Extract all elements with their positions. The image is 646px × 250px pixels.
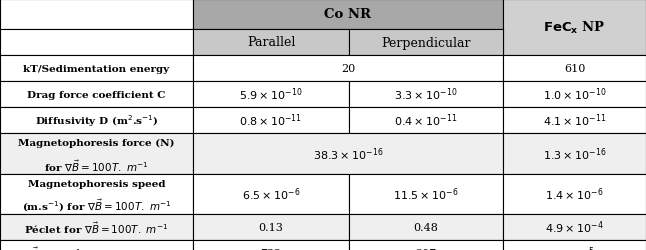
Text: kT/Sedimentation energy: kT/Sedimentation energy [23, 64, 169, 73]
Text: Co NR: Co NR [324, 8, 371, 22]
Bar [503, 134, 646, 174]
Text: $4.1 \times 10^{-11}$: $4.1 \times 10^{-11}$ [543, 112, 606, 129]
Text: Parallel: Parallel [247, 36, 295, 49]
Bar [349, 108, 503, 134]
Bar [0, 134, 193, 174]
Bar [193, 174, 349, 214]
Text: $0.8 \times 10^{-11}$: $0.8 \times 10^{-11}$ [240, 112, 302, 129]
Bar [193, 134, 503, 174]
Bar [0, 30, 193, 56]
Text: $6.5 \times 10^{-6}$: $6.5 \times 10^{-6}$ [242, 186, 300, 202]
Bar [0, 82, 193, 108]
Bar [349, 174, 503, 214]
Text: $11.5 \times 10^{-6}$: $11.5 \times 10^{-6}$ [393, 186, 459, 202]
Text: Magnetophoresis speed: Magnetophoresis speed [28, 179, 165, 188]
Bar [349, 30, 503, 56]
Bar [193, 56, 503, 82]
Bar [503, 0, 646, 56]
Text: $2 \times 10^{5}$: $2 \times 10^{5}$ [554, 245, 595, 250]
Text: Magnetophoresis force (N): Magnetophoresis force (N) [18, 138, 175, 147]
Text: Péclet for $\nabla\vec{B} = 100T.\ m^{-1}$: Péclet for $\nabla\vec{B} = 100T.\ m^{-1… [25, 220, 169, 234]
Text: 207: 207 [415, 248, 437, 250]
Text: $\mathbf{FeC_x}$ NP: $\mathbf{FeC_x}$ NP [543, 20, 606, 36]
Text: 0.48: 0.48 [413, 222, 439, 232]
Text: Diffusivity D (m$^2$.s$^{-1}$): Diffusivity D (m$^2$.s$^{-1}$) [35, 113, 158, 128]
Bar [0, 240, 193, 250]
Text: Drag force coefficient C: Drag force coefficient C [27, 90, 165, 99]
Text: $1.4 \times 10^{-6}$: $1.4 \times 10^{-6}$ [545, 186, 604, 202]
Bar [0, 0, 193, 30]
Bar [193, 240, 349, 250]
Bar [503, 214, 646, 240]
Text: $4.9 \times 10^{-4}$: $4.9 \times 10^{-4}$ [545, 219, 604, 235]
Bar [193, 108, 349, 134]
Bar [349, 82, 503, 108]
Text: Perpendicular: Perpendicular [381, 36, 471, 49]
Text: for $\nabla\vec{B} = 100T.\ m^{-1}$: for $\nabla\vec{B} = 100T.\ m^{-1}$ [44, 158, 149, 172]
Bar [503, 82, 646, 108]
Text: $38.3 \times 10^{-16}$: $38.3 \times 10^{-16}$ [313, 146, 383, 162]
Bar [503, 240, 646, 250]
Bar [0, 56, 193, 82]
Text: 20: 20 [341, 64, 355, 74]
Bar [503, 108, 646, 134]
Bar [193, 82, 349, 108]
Text: 610: 610 [564, 64, 585, 74]
Bar [193, 30, 349, 56]
Bar [193, 214, 349, 240]
Bar [0, 108, 193, 134]
Text: 732: 732 [260, 248, 282, 250]
Bar [349, 240, 503, 250]
Text: $3.3 \times 10^{-10}$: $3.3 \times 10^{-10}$ [394, 86, 458, 103]
Bar [193, 0, 503, 30]
Bar [503, 174, 646, 214]
Text: (m.s$^{-1}$) for $\nabla\vec{B} = 100T.\ m^{-1}$: (m.s$^{-1}$) for $\nabla\vec{B} = 100T.\… [21, 197, 171, 213]
Text: $\nabla\vec{B}$ (T.m$^{-1}$) for Péclet = 1: $\nabla\vec{B}$ (T.m$^{-1}$) for Péclet … [24, 245, 169, 250]
Bar [349, 214, 503, 240]
Text: 0.13: 0.13 [258, 222, 284, 232]
Bar [0, 214, 193, 240]
Text: $1.0 \times 10^{-10}$: $1.0 \times 10^{-10}$ [543, 86, 606, 103]
Text: $1.3 \times 10^{-16}$: $1.3 \times 10^{-16}$ [543, 146, 606, 162]
Text: $0.4 \times 10^{-11}$: $0.4 \times 10^{-11}$ [394, 112, 457, 129]
Text: $5.9 \times 10^{-10}$: $5.9 \times 10^{-10}$ [239, 86, 303, 103]
Bar [0, 174, 193, 214]
Bar [503, 56, 646, 82]
